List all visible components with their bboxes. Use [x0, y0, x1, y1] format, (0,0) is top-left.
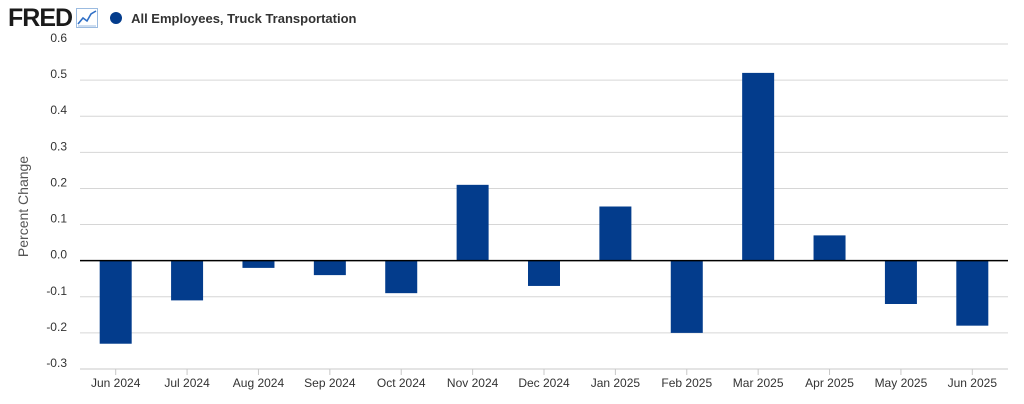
legend-marker: [110, 12, 123, 24]
x-tick-label: Nov 2024: [447, 376, 499, 390]
bar: [99, 260, 132, 344]
x-tick-label: Jul 2024: [164, 376, 210, 390]
bar: [670, 260, 703, 333]
bar: [242, 260, 275, 268]
x-tick-label: Apr 2025: [805, 376, 854, 390]
y-tick-label: 0.3: [50, 139, 67, 153]
legend-series-label: All Employees, Truck Transportation: [131, 10, 357, 26]
bar: [313, 260, 346, 276]
x-tick-label: Aug 2024: [233, 376, 285, 390]
y-tick-label: 0.2: [50, 175, 67, 189]
x-tick-label: Jun 2025: [948, 376, 998, 390]
bar: [884, 260, 917, 304]
y-tick-label: 0.1: [50, 212, 67, 226]
x-tick-label: Jan 2025: [591, 376, 641, 390]
bar: [528, 260, 560, 286]
fred-logo[interactable]: FRED: [8, 4, 73, 32]
y-tick-label: 0.4: [50, 103, 67, 117]
y-tick-label: 0.0: [50, 248, 67, 262]
x-tick-label: Sep 2024: [304, 376, 356, 390]
x-tick-label: Mar 2025: [733, 376, 784, 390]
y-axis-label: Percent Change: [15, 156, 31, 257]
y-tick-label: 0.5: [50, 67, 67, 81]
chart-legend: All Employees, Truck Transportation: [110, 11, 356, 26]
bar: [813, 235, 846, 261]
bar: [385, 260, 418, 294]
y-tick-label: 0.6: [50, 31, 67, 45]
bar: [171, 260, 204, 301]
x-tick-label: Dec 2024: [518, 376, 570, 390]
y-tick-label: -0.2: [46, 320, 67, 334]
x-tick-label: Feb 2025: [661, 376, 712, 390]
bar: [956, 260, 989, 326]
y-tick-label: -0.3: [46, 356, 67, 370]
x-tick-label: Oct 2024: [377, 376, 426, 390]
bar: [599, 206, 632, 261]
x-tick-label: Jun 2024: [91, 376, 141, 390]
x-tick-label: May 2025: [875, 376, 928, 390]
bar: [456, 184, 489, 261]
chart-header: FRED All Employees, Truck Transportation: [8, 4, 356, 32]
line-chart-icon: [76, 8, 99, 28]
y-tick-label: -0.1: [46, 284, 67, 298]
bar: [742, 72, 775, 261]
